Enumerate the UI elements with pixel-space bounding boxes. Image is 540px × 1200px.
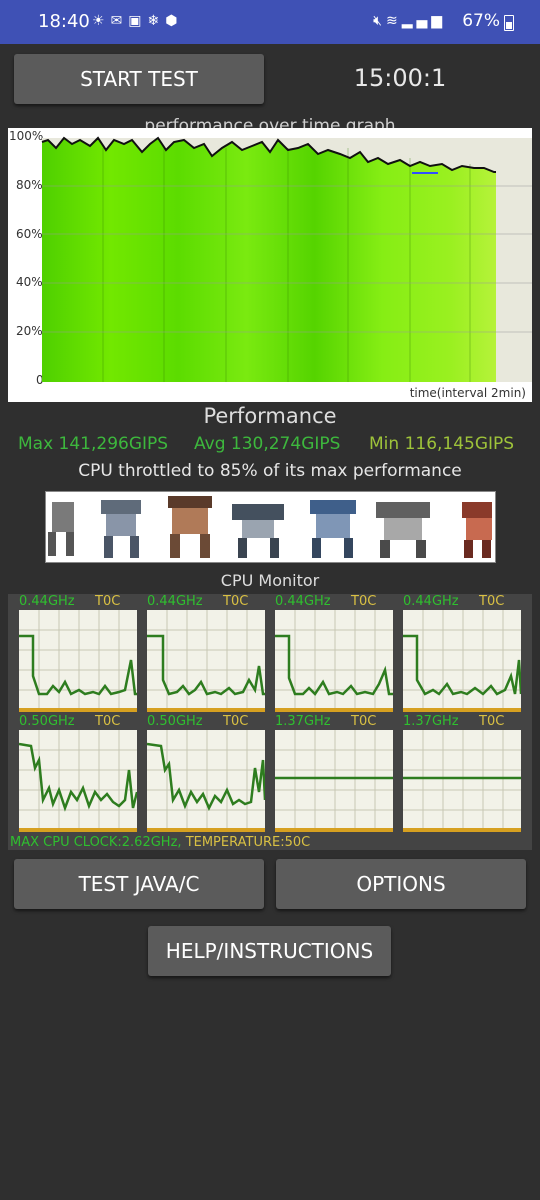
- core-plot: [19, 730, 137, 832]
- core-temperature: T0C: [95, 714, 121, 729]
- core-temperature: T0C: [223, 594, 249, 609]
- core-temperature: T0C: [479, 714, 505, 729]
- performance-title: Performance: [203, 404, 337, 428]
- mail-icon: ✉: [110, 13, 129, 29]
- core-frequency: 0.44GHz: [147, 594, 203, 609]
- wifi-icon: ≋: [385, 13, 402, 29]
- start-test-button[interactable]: START TEST: [14, 54, 264, 104]
- performance-max: Max 141,296GIPS: [18, 434, 169, 454]
- performance-graph: 100% 80% 60% 40% 20% 0: [8, 128, 532, 402]
- status-time: 18:40: [38, 11, 90, 32]
- x-axis-note: time(interval 2min): [409, 386, 526, 400]
- y-label-40: 40%: [16, 275, 43, 289]
- cpu-monitor-panel: 0.44GHz T0C 0.44GHz T0C 0.44GHz T0C 0.44…: [8, 594, 532, 850]
- battery-percent: 67%: [462, 11, 500, 31]
- status-bar: 18:40 ☀✉▣❄⬢ 🔇︎≋▂▄▆ 67%: [0, 0, 540, 44]
- system-icons: 🔇︎≋▂▄▆: [373, 13, 446, 29]
- performance-area: [42, 138, 496, 382]
- performance-avg: Avg 130,274GIPS: [194, 434, 341, 454]
- core-plot: [403, 730, 521, 832]
- core-temperature: T0C: [351, 594, 377, 609]
- y-label-80: 80%: [16, 178, 43, 192]
- snowflake-icon: ❄: [147, 13, 166, 29]
- mute-icon: 🔇︎: [373, 13, 386, 29]
- robot-image-strip: [45, 491, 496, 563]
- robot-figure: [168, 496, 212, 558]
- core-frequency: 0.44GHz: [275, 594, 331, 609]
- y-label-0: 0: [36, 373, 44, 387]
- core-frequency: 1.37GHz: [275, 714, 331, 729]
- core-frequency: 0.44GHz: [403, 594, 459, 609]
- core-temperature: T0C: [351, 714, 377, 729]
- y-label-100: 100%: [9, 129, 44, 143]
- notification-icons: ☀✉▣❄⬢: [92, 13, 184, 29]
- robot-figure: [232, 504, 284, 558]
- cpu-temperature: TEMPERATURE:50C: [185, 835, 311, 850]
- y-label-60: 60%: [16, 227, 43, 241]
- core-temperature: T0C: [95, 594, 121, 609]
- core-plot: [403, 610, 521, 712]
- app-badge-icon: ⬢: [165, 13, 184, 29]
- core-temperature: T0C: [223, 714, 249, 729]
- core-plot: [147, 730, 265, 832]
- robot-figure: [376, 502, 430, 558]
- signal-icon: ▂▄▆: [401, 13, 446, 29]
- battery-icon: [504, 15, 514, 31]
- core-frequency: 0.50GHz: [19, 714, 75, 729]
- core-plot: [275, 730, 393, 832]
- y-label-20: 20%: [16, 324, 43, 338]
- core-temperature: T0C: [479, 594, 505, 609]
- performance-min: Min 116,145GIPS: [369, 434, 515, 454]
- robot-images: [48, 496, 492, 558]
- robot-figure: [101, 500, 141, 558]
- image-icon: ▣: [128, 13, 148, 29]
- max-cpu-clock: MAX CPU CLOCK:2.62GHz,: [10, 835, 182, 850]
- weather-icon: ☀: [92, 13, 111, 29]
- core-plot: [147, 610, 265, 712]
- cpu-monitor-title: CPU Monitor: [220, 571, 320, 590]
- robot-figure: [48, 502, 74, 556]
- test-timer: 15:00:1: [353, 64, 447, 92]
- robot-figure: [462, 502, 492, 558]
- robot-figure: [310, 500, 356, 558]
- options-button[interactable]: OPTIONS: [276, 859, 526, 909]
- core-plot: [275, 610, 393, 712]
- core-plot: [19, 610, 137, 712]
- performance-line: [41, 136, 496, 173]
- throttle-text: CPU throttled to 85% of its max performa…: [78, 461, 462, 481]
- cpu-footer: MAX CPU CLOCK:2.62GHz, TEMPERATURE:50C: [10, 835, 310, 850]
- help-instructions-button[interactable]: HELP/INSTRUCTIONS: [148, 926, 391, 976]
- graph-plot: [41, 136, 532, 382]
- core-frequency: 1.37GHz: [403, 714, 459, 729]
- test-java-c-button[interactable]: TEST JAVA/C: [14, 859, 264, 909]
- core-frequency: 0.44GHz: [19, 594, 75, 609]
- core-frequency: 0.50GHz: [147, 714, 203, 729]
